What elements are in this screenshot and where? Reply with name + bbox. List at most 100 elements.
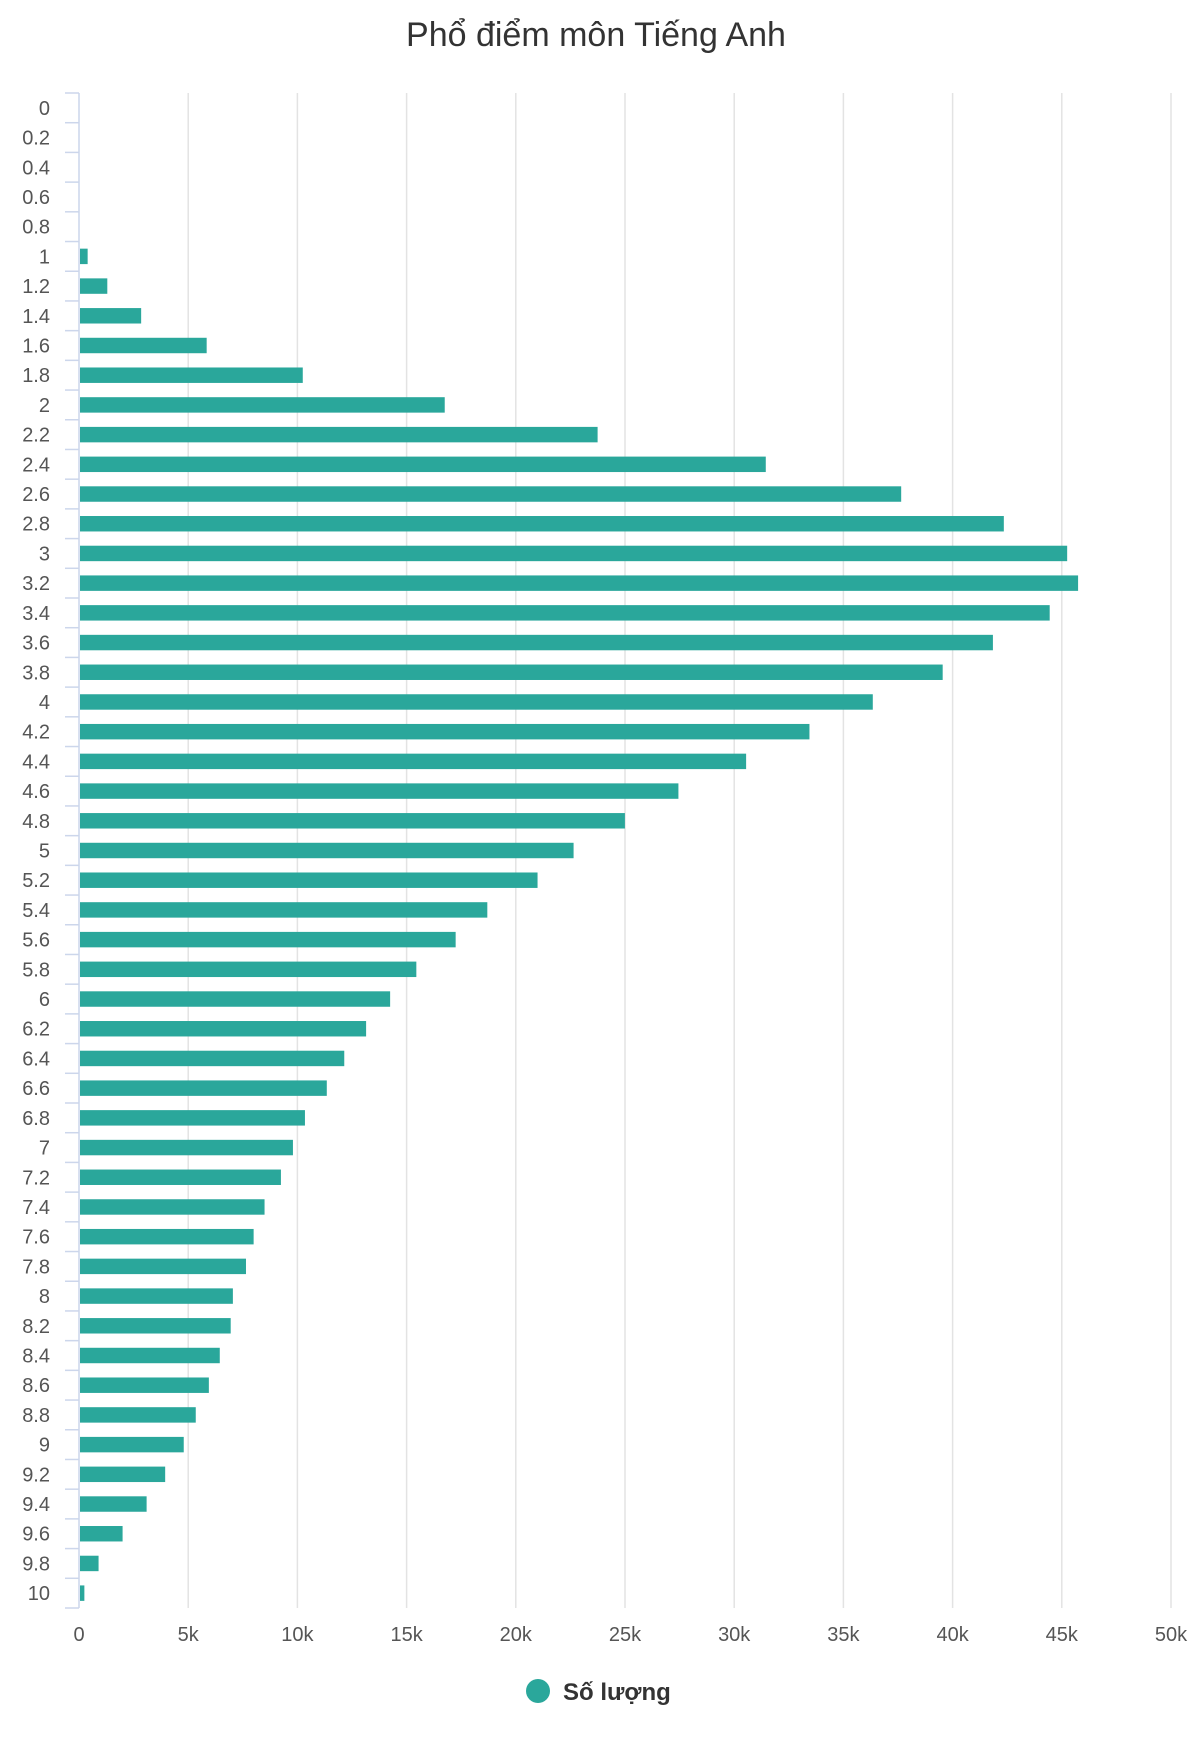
bar xyxy=(80,248,88,265)
y-tick-label: 0.8 xyxy=(22,217,50,239)
bar xyxy=(80,1585,85,1601)
y-tick-label: 2.4 xyxy=(22,454,50,476)
x-axis: 0 5k 10k 15k 20k 25k 30k 35k 40k 45k 50k xyxy=(73,1624,1188,1646)
y-tick-label: 5.6 xyxy=(22,930,50,952)
bar xyxy=(80,1199,265,1215)
bar xyxy=(80,605,1050,621)
chart-title: Phổ điểm môn Tiếng Anh xyxy=(406,16,786,54)
bar xyxy=(80,1436,184,1453)
bar xyxy=(80,813,625,829)
bar xyxy=(80,634,993,651)
bar xyxy=(80,486,902,502)
y-tick-label: 5 xyxy=(39,841,50,863)
y-tick-label: 1.6 xyxy=(22,336,50,358)
bar xyxy=(80,1466,166,1483)
bar xyxy=(80,397,445,413)
bar xyxy=(80,1110,305,1126)
y-tick-label: 9.6 xyxy=(22,1524,50,1546)
bar xyxy=(80,1139,293,1156)
bar xyxy=(80,991,391,1007)
bar xyxy=(80,456,766,473)
bar xyxy=(80,545,1068,562)
bar xyxy=(80,1288,233,1304)
grid-lines xyxy=(187,93,1172,1608)
bar xyxy=(80,1258,246,1275)
bar xyxy=(80,278,108,294)
x-tick-label: 10k xyxy=(281,1624,314,1646)
y-tick-label: 2 xyxy=(39,395,50,417)
y-tick-label: 2.6 xyxy=(22,484,50,506)
y-tick-label: 8.6 xyxy=(22,1375,50,1397)
y-tick-label: 0.2 xyxy=(22,128,50,150)
bar xyxy=(80,664,943,680)
y-tick-label: 9 xyxy=(39,1435,50,1457)
bar xyxy=(80,694,873,710)
bar xyxy=(80,783,679,799)
x-tick-label: 50k xyxy=(1155,1624,1188,1646)
x-tick-label: 40k xyxy=(936,1624,969,1646)
y-tick-label: 3 xyxy=(39,543,50,565)
bar xyxy=(80,753,747,770)
x-tick-label: 35k xyxy=(827,1624,860,1646)
y-tick-label: 1.2 xyxy=(22,276,50,298)
y-tick-label: 6.4 xyxy=(22,1048,50,1070)
bar xyxy=(80,961,417,978)
bar xyxy=(80,723,810,740)
y-tick-label: 8.4 xyxy=(22,1346,50,1368)
bars xyxy=(80,248,1079,1601)
y-tick-label: 6.8 xyxy=(22,1108,50,1130)
y-tick-label: 4.4 xyxy=(22,751,50,773)
y-tick-label: 1.8 xyxy=(22,365,50,387)
y-tick-label: 5.8 xyxy=(22,959,50,981)
bar xyxy=(80,367,303,383)
bar xyxy=(80,1377,209,1393)
bar xyxy=(80,1555,99,1572)
y-tick-label: 4.8 xyxy=(22,811,50,833)
y-tick-label: 7 xyxy=(39,1138,50,1160)
y-tick-label: 4 xyxy=(39,692,50,714)
bar xyxy=(80,1050,345,1067)
y-tick-label: 7.6 xyxy=(22,1227,50,1249)
bar xyxy=(80,1347,220,1364)
legend-label: Số lượng xyxy=(563,1679,671,1706)
legend-marker-icon xyxy=(526,1679,550,1703)
x-tick-label: 30k xyxy=(718,1624,751,1646)
bar xyxy=(80,1526,123,1542)
y-tick-label: 6.6 xyxy=(22,1078,50,1100)
x-tick-label: 45k xyxy=(1046,1624,1079,1646)
y-tick-label: 3.2 xyxy=(22,573,50,595)
y-tick-label: 7.4 xyxy=(22,1197,50,1219)
y-tick-label: 7.2 xyxy=(22,1167,50,1189)
y-tick-label: 6 xyxy=(39,989,50,1011)
y-tick-label: 0 xyxy=(39,98,50,120)
y-tick-label: 1 xyxy=(39,246,50,268)
bar xyxy=(80,902,488,918)
y-tick-label: 4.2 xyxy=(22,722,50,744)
y-tick-label: 3.6 xyxy=(22,633,50,655)
bar xyxy=(80,872,538,888)
y-tick-label: 5.2 xyxy=(22,870,50,892)
bar xyxy=(80,337,207,354)
y-tick-label: 8 xyxy=(39,1286,50,1308)
y-tick-label: 3.4 xyxy=(22,603,50,625)
bar xyxy=(80,308,142,324)
bar xyxy=(80,516,1004,532)
legend[interactable]: Số lượng xyxy=(526,1679,671,1706)
bar xyxy=(80,426,598,443)
x-tick-label: 0 xyxy=(73,1624,84,1646)
y-tick-label: 3.8 xyxy=(22,662,50,684)
x-tick-label: 15k xyxy=(390,1624,423,1646)
x-tick-label: 5k xyxy=(178,1624,200,1646)
y-tick-label: 10 xyxy=(28,1583,50,1605)
y-tick-label: 9.2 xyxy=(22,1464,50,1486)
bar xyxy=(80,1080,327,1096)
bar xyxy=(80,931,456,948)
y-tick-label: 0.6 xyxy=(22,187,50,209)
bar xyxy=(80,1318,231,1334)
x-tick-label: 25k xyxy=(609,1624,642,1646)
y-tick-label: 5.4 xyxy=(22,900,50,922)
y-tick-label: 6.2 xyxy=(22,1019,50,1041)
y-tick-label: 7.8 xyxy=(22,1256,50,1278)
